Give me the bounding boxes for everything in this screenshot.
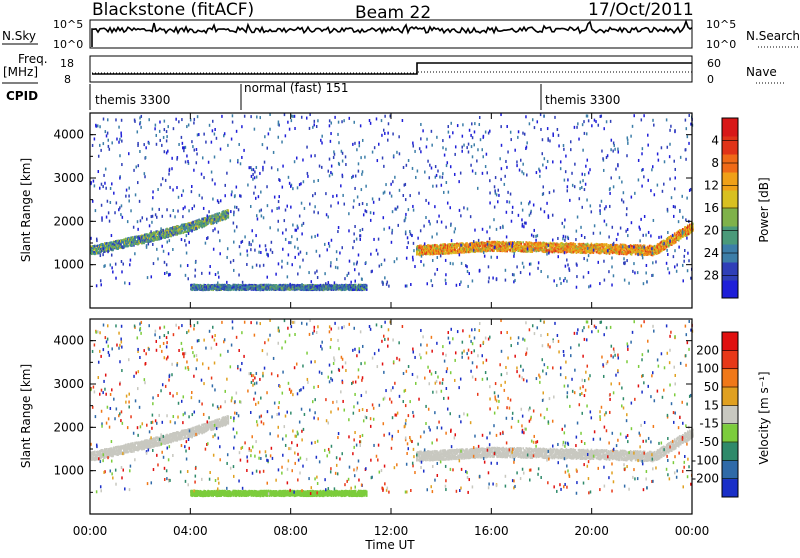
freq-tick-top: 18 [60,57,74,70]
power-echo [227,212,229,214]
freq-tick-bottom: 8 [64,73,71,86]
power-echo [192,221,194,223]
power-echo [606,243,608,245]
nave-trace [92,72,692,73]
freq-label: Freq. [18,52,48,66]
freq-unit-label: [MHz] [3,65,38,79]
power-echo [125,238,127,240]
nave-tick-top: 60 [707,57,721,70]
power-echo [654,245,656,247]
nsearch-tick-bottom: 10^0 [706,38,736,51]
nsky-label: N.Sky [2,29,36,43]
power-echo [675,241,677,243]
power-echo [120,243,122,245]
cpid-segment-1: themis 3300 [95,93,170,107]
power-echo [600,247,602,249]
power-echo [640,244,642,246]
cpid-label: CPID [6,89,38,103]
power-echo [227,209,229,211]
power-echo [553,244,555,246]
power-echo [674,232,676,234]
power-echo [131,244,133,246]
nsearch-tick-top: 10^5 [706,18,736,31]
nave-tick-bottom: 0 [707,73,714,86]
station-title: Blackstone (fitACF) [92,0,254,20]
cpid-segment-3: themis 3300 [545,93,620,107]
power-echo [575,243,577,245]
power-echo [227,215,229,217]
power-data-points [90,113,694,291]
freq-frame [90,56,692,82]
nsky-tick-bottom: 10^0 [53,38,83,51]
nsearch-label: N.Search [746,29,800,43]
power-echo [127,245,129,247]
power-echo [180,232,182,234]
radar-summary-plot: Blackstone (fitACF) Beam 22 17/Oct/2011 … [0,0,800,554]
power-echo [420,246,422,248]
power-echo [680,237,682,239]
nsky-tick-top: 10^5 [53,18,83,31]
nsky-trace [92,22,692,48]
power-echo [218,212,220,214]
nave-label: Nave [746,65,777,79]
date-title: 17/Oct/2011 [588,0,694,20]
cpid-segment-2: normal (fast) 151 [244,81,348,95]
nsky-frame [90,20,692,48]
power-echo [643,250,645,252]
power-echo [207,222,209,224]
power-echo [466,242,468,244]
power-echo [189,230,191,232]
power-echo [94,245,96,247]
power-echo [432,244,434,246]
power-echo [619,253,621,255]
power-echo [104,251,106,253]
